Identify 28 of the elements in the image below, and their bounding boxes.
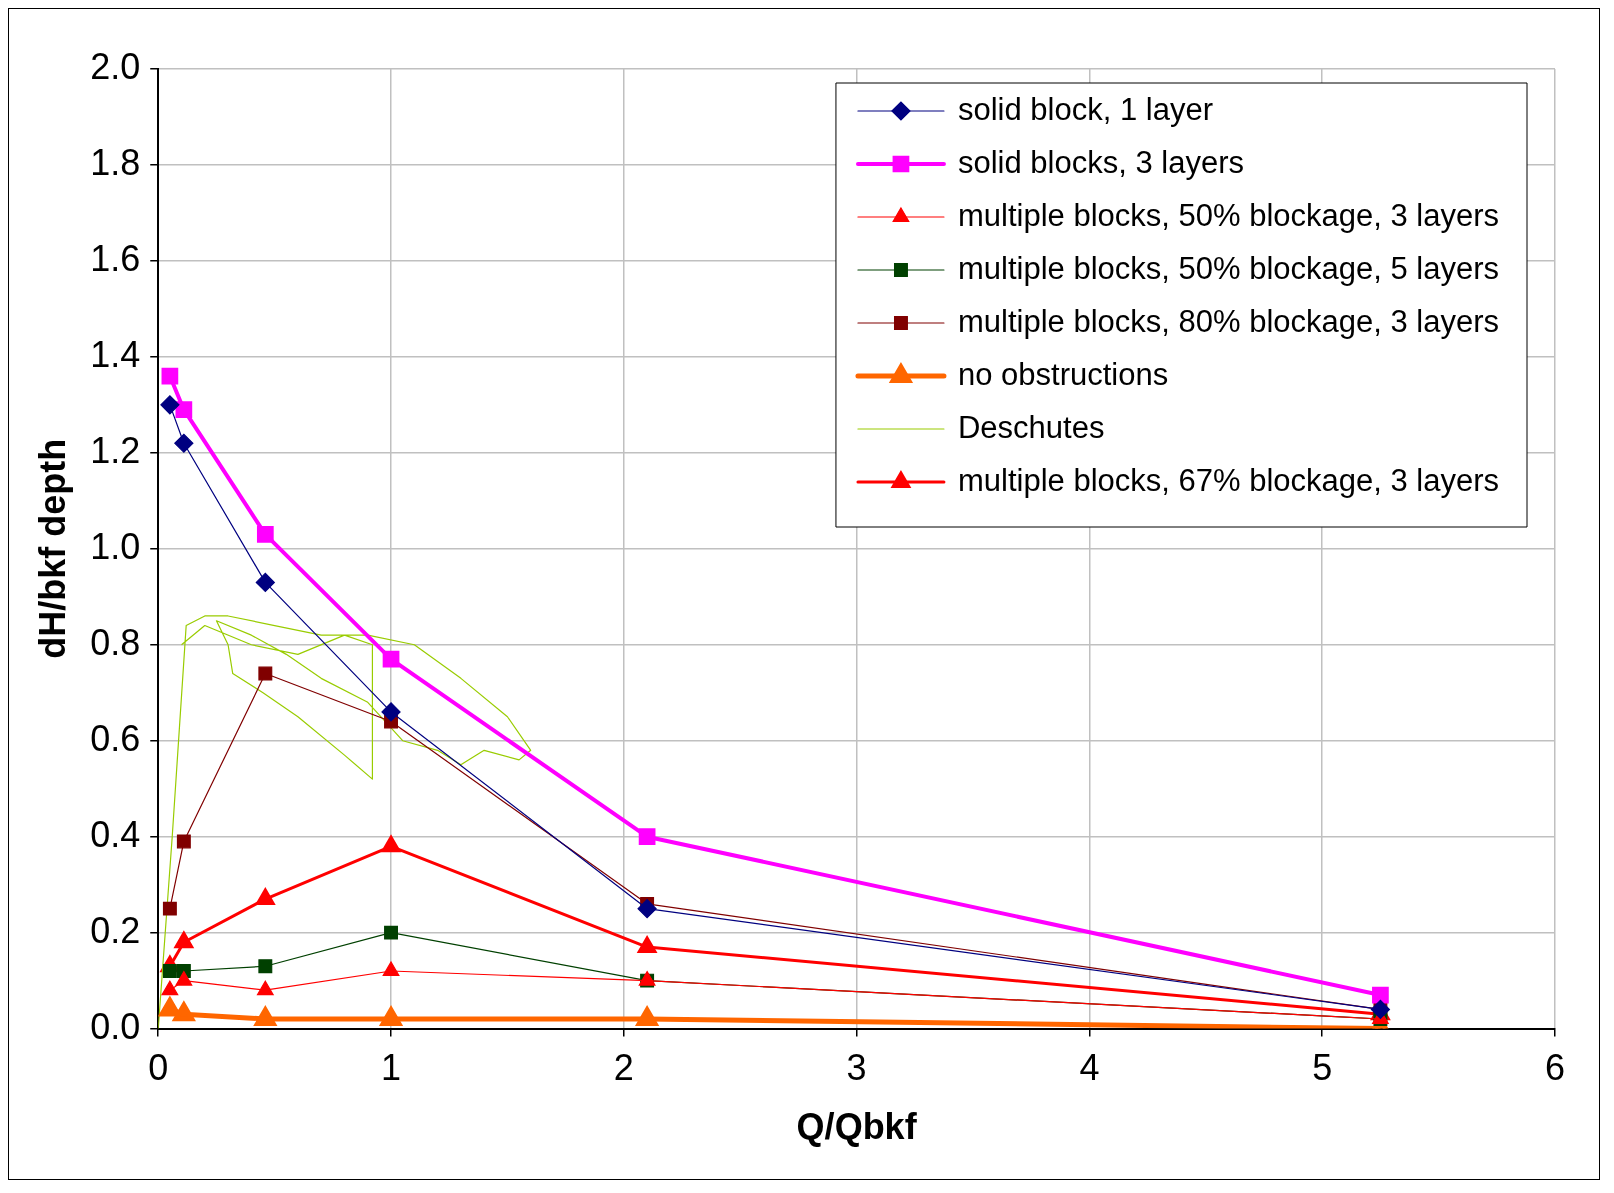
y-tick-label: 0.4 — [90, 813, 141, 855]
y-tick-label: 1.6 — [90, 237, 141, 279]
legend-label: no obstructions — [957, 356, 1169, 392]
legend-label: multiple blocks, 50% blockage, 3 layers — [957, 197, 1499, 233]
y-tick-label: 1.0 — [90, 525, 141, 567]
y-tick-label: 1.2 — [90, 429, 141, 471]
x-tick-label: 5 — [1312, 1047, 1333, 1089]
y-tick-label: 2.0 — [90, 45, 141, 87]
y-tick-label: 0.0 — [90, 1005, 141, 1047]
legend-label: solid block, 1 layer — [957, 91, 1213, 127]
legend-label: Deschutes — [957, 409, 1105, 445]
legend-label: solid blocks, 3 layers — [957, 144, 1244, 180]
y-tick-label: 0.2 — [90, 909, 141, 951]
x-tick-label: 2 — [613, 1047, 634, 1089]
x-tick-label: 3 — [846, 1047, 867, 1089]
y-axis-title: dH/bkf depth — [31, 438, 73, 659]
x-tick-label: 0 — [148, 1047, 169, 1089]
y-tick-label: 0.8 — [90, 621, 141, 663]
x-tick-label: 4 — [1079, 1047, 1100, 1089]
x-tick-label: 1 — [381, 1047, 402, 1089]
x-tick-label: 6 — [1544, 1047, 1566, 1089]
legend-label: multiple blocks, 80% blockage, 3 layers — [957, 303, 1499, 339]
x-axis-title: Q/Qbkf — [796, 1106, 918, 1148]
y-tick-label: 0.6 — [90, 717, 141, 759]
y-tick-label: 1.4 — [90, 333, 141, 375]
legend-label: multiple blocks, 50% blockage, 5 layers — [957, 250, 1499, 286]
y-tick-label: 1.8 — [90, 141, 141, 183]
legend-label: multiple blocks, 67% blockage, 3 layers — [957, 462, 1499, 498]
